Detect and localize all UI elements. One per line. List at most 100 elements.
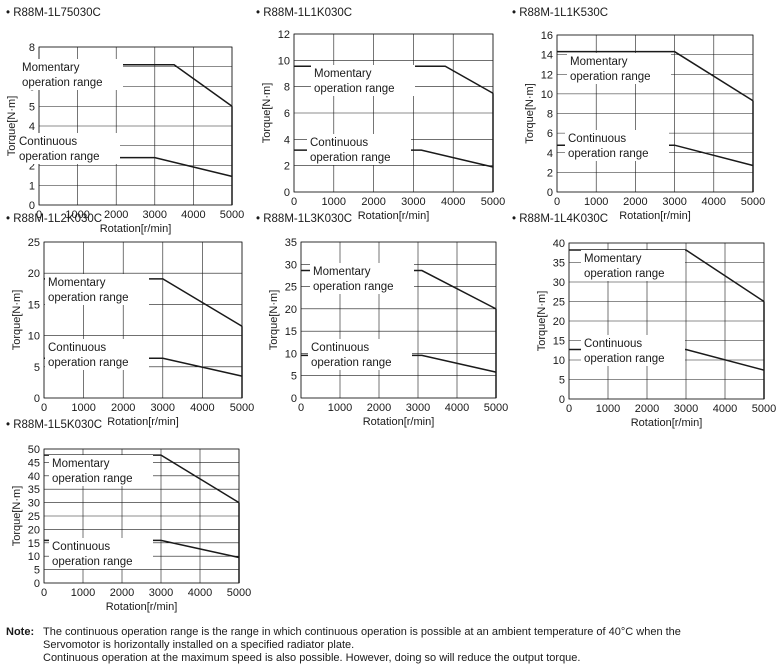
momentary-label-2: operation range [570,71,651,83]
continuous-label: Continuous [48,342,106,354]
y-tick-label: 10 [285,348,297,360]
y-tick-label: 0 [291,393,297,405]
region-label-bg [49,455,153,486]
momentary-label-2: operation range [584,268,665,280]
y-tick-label: 10 [541,89,553,101]
x-tick-label: 4000 [441,196,465,208]
y-tick-label: 0 [547,187,553,199]
footnote: Note: The continuous operation range is … [6,626,776,665]
plot-frame [43,241,243,399]
y-tick-label: 8 [284,82,290,94]
x-tick-label: 3000 [674,403,698,415]
chart-r88m-1l3k030c: • R88M-1L3K030C 0 5 10 15 20 25 30 35 0 1000 2000 30… [256,210,510,428]
x-axis-label: Rotation[r/min] [619,210,691,222]
continuous-label: Continuous [52,541,110,553]
y-tick-label: 10 [278,55,290,67]
y-tick-label: 14 [541,50,553,62]
y-tick-label: 35 [28,484,40,496]
x-axis-label: Rotation[r/min] [363,416,435,428]
note-label: Note: [6,626,35,638]
y-axis-label: Torque[N·m] [6,96,18,157]
momentary-label: Momentary [584,253,642,265]
continuous-label-2: operation range [311,357,392,369]
chart-svg: • R88M-1L1K030C 0 2 4 6 8 10 12 0 1000 2000 3000 400… [256,7,505,222]
y-tick-label: 20 [553,316,565,328]
y-tick-label: 12 [278,29,290,41]
region-label-bg [310,263,414,294]
chart-title: • R88M-1L2K030C [6,213,102,225]
y-tick-label: 16 [541,30,553,42]
y-tick-label: 15 [285,326,297,338]
y-tick-label: 25 [285,282,297,294]
x-tick-label: 3000 [143,209,167,221]
momentary-label: Momentary [52,458,110,470]
y-tick-label: 8 [547,109,553,121]
y-tick-label: 0 [34,393,40,405]
y-tick-label: 25 [553,297,565,309]
continuous-label: Continuous [310,137,368,149]
x-tick-label: 2000 [635,403,659,415]
chart-r88m-1l1k530c: • R88M-1L1K530C 0 2 4 6 8 10 12 14 16 0 1000 2000 300… [512,4,768,222]
x-tick-label: 5000 [752,403,776,415]
y-axis-label: Torque[N·m] [268,290,280,351]
momentary-label-2: operation range [313,281,394,293]
chart-r88m-1l2k030c: • R88M-1L2K030C 0 5 10 15 20 25 0 1000 2000 3000 40… [6,210,254,428]
chart-svg: • R88M-1L3K030C 0 5 10 15 20 25 30 35 0 1000 2000 30… [256,213,508,428]
x-tick-label: 5000 [220,209,244,221]
continuous-label: Continuous [584,338,642,350]
x-tick-label: 1000 [328,402,352,414]
x-tick-label: 1000 [65,209,89,221]
x-tick-label: 1000 [322,196,346,208]
momentary-label-2: operation range [314,83,395,95]
y-tick-label: 35 [285,237,297,249]
x-tick-label: 5000 [227,587,251,599]
y-tick-label: 15 [28,299,40,311]
y-tick-label: 2 [284,161,290,173]
x-axis-label: Rotation[r/min] [106,601,178,613]
y-tick-label: 6 [284,108,290,120]
x-tick-label: 5000 [741,196,765,208]
continuous-label-2: operation range [310,152,391,164]
region-label-bg [49,538,153,569]
x-tick-label: 2000 [623,196,647,208]
continuous-label: Continuous [568,133,626,145]
note-line: The continuous operation range is the ra… [43,626,681,638]
x-tick-label: 4000 [445,402,469,414]
x-tick-label: 0 [291,196,297,208]
x-tick-label: 0 [566,403,572,415]
y-tick-label: 0 [284,187,290,199]
x-tick-label: 0 [298,402,304,414]
y-tick-label: 0 [34,578,40,590]
continuous-label-2: operation range [584,353,665,365]
y-tick-label: 35 [553,258,565,270]
x-axis-label: Rotation[r/min] [107,416,179,428]
x-tick-label: 5000 [481,196,505,208]
x-tick-label: 3000 [151,402,175,414]
chart-r88m-1l4k030c: • R88M-1L4K030C 0 5 10 15 20 25 30 35 40 0 1000 2000… [512,210,776,429]
x-tick-label: 0 [36,209,42,221]
y-tick-label: 10 [28,331,40,343]
x-tick-label: 1000 [71,587,95,599]
chart-svg: • R88M-1L2K030C 0 5 10 15 20 25 0 1000 2000 3000 40… [6,213,254,428]
momentary-label: Momentary [313,266,371,278]
y-tick-label: 5 [34,565,40,577]
momentary-label: Momentary [22,62,80,74]
x-axis-label: Rotation[r/min] [631,417,703,429]
y-tick-label: 10 [28,551,40,563]
x-tick-label: 3000 [406,402,430,414]
momentary-label-2: operation range [22,77,103,89]
x-tick-label: 2000 [111,402,135,414]
x-tick-label: 5000 [484,402,508,414]
continuous-label-2: operation range [52,556,133,568]
y-tick-label: 15 [553,336,565,348]
x-tick-label: 2000 [104,209,128,221]
x-tick-label: 4000 [190,402,214,414]
x-tick-label: 3000 [149,587,173,599]
y-tick-label: 5 [34,362,40,374]
y-tick-label: 30 [553,277,565,289]
y-tick-label: 40 [553,238,565,250]
x-tick-label: 1000 [71,402,95,414]
y-tick-label: 15 [28,538,40,550]
y-tick-label: 30 [285,259,297,271]
